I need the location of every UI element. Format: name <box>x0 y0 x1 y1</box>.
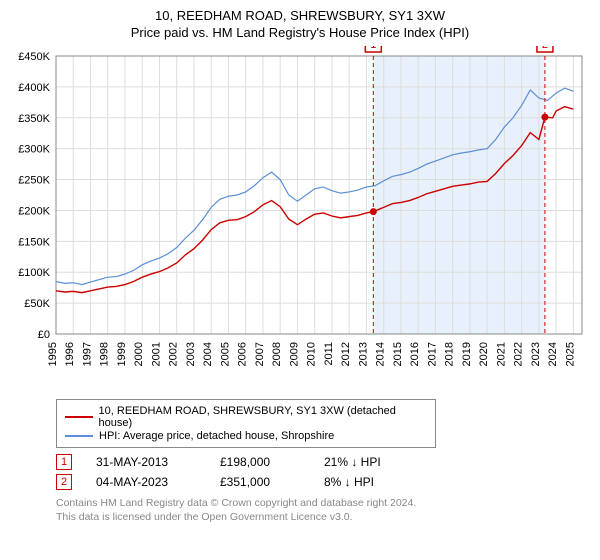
svg-text:2006: 2006 <box>237 342 249 366</box>
chart-subtitle: Price paid vs. HM Land Registry's House … <box>10 25 590 40</box>
marker-id-box: 1 <box>56 454 72 470</box>
legend-row: HPI: Average price, detached house, Shro… <box>65 430 427 442</box>
svg-text:2016: 2016 <box>409 342 421 366</box>
marker-row: 2 04-MAY-2023 £351,000 8% ↓ HPI <box>56 474 590 490</box>
svg-text:1995: 1995 <box>47 342 59 366</box>
svg-text:1: 1 <box>370 46 376 51</box>
svg-text:£0: £0 <box>38 329 50 341</box>
legend-swatch <box>65 435 93 437</box>
svg-text:2001: 2001 <box>150 342 162 366</box>
svg-text:2022: 2022 <box>513 342 525 366</box>
legend-label: HPI: Average price, detached house, Shro… <box>99 430 334 442</box>
marker-price: £198,000 <box>220 455 300 469</box>
svg-text:2004: 2004 <box>202 342 214 366</box>
svg-text:2018: 2018 <box>444 342 456 366</box>
svg-text:2020: 2020 <box>478 342 490 366</box>
marker-pct: 21% ↓ HPI <box>324 455 404 469</box>
svg-text:2000: 2000 <box>133 342 145 366</box>
legend-row: 10, REEDHAM ROAD, SHREWSBURY, SY1 3XW (d… <box>65 405 427 429</box>
marker-pct: 8% ↓ HPI <box>324 475 404 489</box>
svg-text:2007: 2007 <box>254 342 266 366</box>
svg-text:2014: 2014 <box>375 342 387 366</box>
svg-text:2002: 2002 <box>168 342 180 366</box>
svg-text:£300K: £300K <box>18 144 50 156</box>
svg-text:2: 2 <box>542 46 548 51</box>
chart-area: £0 £50K £100K £150K £200K £250K £300K £350K £400… <box>10 46 590 391</box>
legend-swatch <box>65 416 93 418</box>
svg-text:2015: 2015 <box>392 342 404 366</box>
line-chart: £0 £50K £100K £150K £200K £250K £300K £350K £400… <box>10 46 590 386</box>
marker-date: 31-MAY-2013 <box>96 455 196 469</box>
svg-text:2003: 2003 <box>185 342 197 366</box>
legend-label: 10, REEDHAM ROAD, SHREWSBURY, SY1 3XW (d… <box>99 405 427 429</box>
svg-text:2024: 2024 <box>547 342 559 366</box>
svg-text:2008: 2008 <box>271 342 283 366</box>
legend: 10, REEDHAM ROAD, SHREWSBURY, SY1 3XW (d… <box>56 399 436 448</box>
footer-attribution: Contains HM Land Registry data © Crown c… <box>56 496 590 524</box>
chart-title: 10, REEDHAM ROAD, SHREWSBURY, SY1 3XW <box>10 8 590 23</box>
svg-text:£250K: £250K <box>18 175 50 187</box>
svg-text:2017: 2017 <box>426 342 438 366</box>
marker-id-box: 2 <box>56 474 72 490</box>
marker-date: 04-MAY-2023 <box>96 475 196 489</box>
svg-text:£150K: £150K <box>18 236 50 248</box>
svg-text:2025: 2025 <box>564 342 576 366</box>
footer-line-2: This data is licensed under the Open Gov… <box>56 510 590 524</box>
svg-text:2012: 2012 <box>340 342 352 366</box>
marker-row: 1 31-MAY-2013 £198,000 21% ↓ HPI <box>56 454 590 470</box>
svg-text:2013: 2013 <box>357 342 369 366</box>
svg-text:2019: 2019 <box>461 342 473 366</box>
footer-line-1: Contains HM Land Registry data © Crown c… <box>56 496 590 510</box>
svg-text:2023: 2023 <box>530 342 542 366</box>
svg-text:2010: 2010 <box>306 342 318 366</box>
svg-text:2021: 2021 <box>495 342 507 366</box>
svg-text:£200K: £200K <box>18 205 50 217</box>
svg-text:£100K: £100K <box>18 267 50 279</box>
svg-text:1998: 1998 <box>99 342 111 366</box>
svg-text:£450K: £450K <box>18 51 50 63</box>
svg-text:2011: 2011 <box>323 342 335 366</box>
svg-text:2009: 2009 <box>288 342 300 366</box>
marker-price: £351,000 <box>220 475 300 489</box>
svg-text:£350K: £350K <box>18 113 50 125</box>
marker-data-table: 1 31-MAY-2013 £198,000 21% ↓ HPI 2 04-MAY-202… <box>56 454 590 490</box>
svg-text:1999: 1999 <box>116 342 128 366</box>
svg-text:1997: 1997 <box>81 342 93 366</box>
svg-text:1996: 1996 <box>64 342 76 366</box>
svg-text:£50K: £50K <box>24 298 50 310</box>
svg-text:2005: 2005 <box>219 342 231 366</box>
svg-text:£400K: £400K <box>18 82 50 94</box>
